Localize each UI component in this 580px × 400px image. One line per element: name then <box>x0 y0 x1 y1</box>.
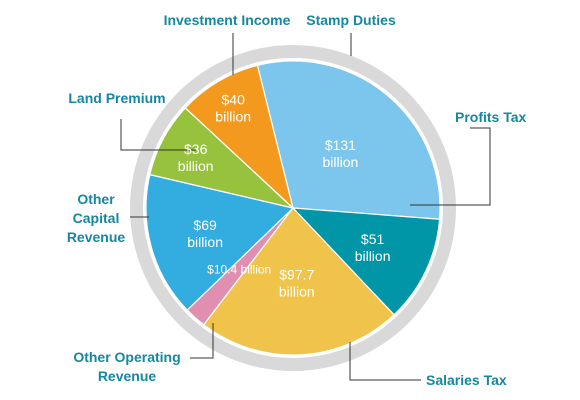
value-amount-land-premium: $69 <box>193 217 217 233</box>
leader-line-profits-tax <box>410 127 491 206</box>
leader-line-salaries-tax <box>349 342 421 381</box>
value-amount-other-operating-revenue: $97.7 <box>279 266 314 282</box>
value-unit-profits-tax: billion <box>322 154 358 170</box>
category-label-other-capital-revenue: Other Capital Revenue <box>67 191 126 245</box>
category-label-other-operating-revenue: Other Operating Revenue <box>73 349 180 384</box>
leader-lines <box>120 33 491 381</box>
pie-slice-salaries-tax <box>291 207 441 316</box>
value-unit-land-premium: billion <box>187 234 223 250</box>
leader-line-land-premium <box>120 119 196 151</box>
value-label-other-capital-revenue: $10.4 billion <box>207 262 271 276</box>
pie-slice-land-premium <box>145 173 295 311</box>
value-unit-salaries-tax: billion <box>355 248 391 264</box>
value-amount-stamp-duties: $40 <box>222 92 246 108</box>
value-amount-salaries-tax: $51 <box>361 231 385 247</box>
pie-slices <box>145 60 441 356</box>
pie-slice-other-operating-revenue <box>202 207 395 356</box>
leader-line-other-operating-revenue <box>190 323 214 359</box>
pie-slice-stamp-duties <box>184 64 295 210</box>
category-label-salaries-tax: Salaries Tax <box>426 372 507 388</box>
category-label-stamp-duties: Stamp Duties <box>306 12 396 28</box>
pie-slice-profits-tax <box>256 60 441 220</box>
category-label-investment-income: Investment Income <box>164 12 291 28</box>
value-amount-investment-income: $36 <box>184 141 208 157</box>
category-label-profits-tax: Profits Tax <box>455 109 527 125</box>
category-labels: Profits Tax Salaries Tax Other Operating Re… <box>67 12 527 388</box>
value-unit-other-operating-revenue: billion <box>279 283 315 299</box>
value-unit-investment-income: billion <box>178 158 214 174</box>
value-unit-stamp-duties: billion <box>215 109 251 125</box>
value-amount-profits-tax: $131 <box>325 137 356 153</box>
category-label-land-premium: Land Premium <box>68 90 165 106</box>
